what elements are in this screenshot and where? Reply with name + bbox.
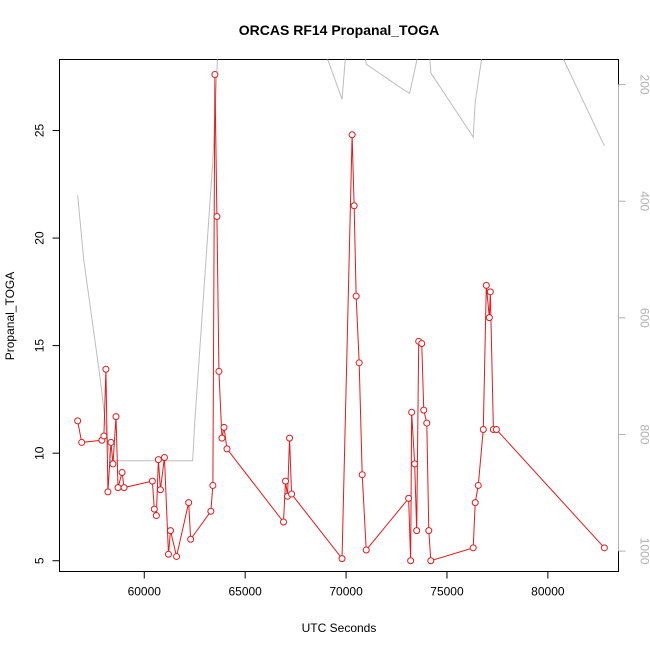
chart-title: ORCAS RF14 Propanal_TOGA <box>239 22 439 38</box>
data-point <box>358 471 366 479</box>
y-right-tick-label: 400 <box>638 191 650 211</box>
series-layer <box>74 71 608 565</box>
data-point <box>218 434 226 442</box>
data-point <box>173 552 181 560</box>
data-point <box>423 419 431 427</box>
data-point <box>474 481 482 489</box>
series-line <box>77 74 605 562</box>
data-point <box>211 71 219 79</box>
data-point <box>166 527 174 535</box>
data-point <box>209 481 217 489</box>
data-point <box>288 490 296 498</box>
y-tick-label: 25 <box>33 123 47 137</box>
data-point <box>413 527 421 535</box>
x-axis: 60000 65000 70000 75000 80000 <box>128 571 565 599</box>
y-tick-label: 5 <box>33 557 47 564</box>
data-point <box>112 413 120 421</box>
data-point <box>220 423 228 431</box>
data-point <box>148 477 156 485</box>
data-point <box>348 131 356 139</box>
data-point <box>362 546 370 554</box>
data-point <box>418 339 426 347</box>
y-right-tick-label: 600 <box>638 308 650 328</box>
reference-series-layer <box>77 59 605 462</box>
data-point <box>486 288 494 296</box>
data-point <box>350 202 358 210</box>
data-point <box>352 292 360 300</box>
y-tick-label: 20 <box>33 231 47 245</box>
data-point <box>355 359 363 367</box>
data-point <box>107 438 115 446</box>
y-tick-label: 15 <box>33 339 47 353</box>
data-point <box>118 469 126 477</box>
data-point <box>223 445 231 453</box>
data-point <box>338 555 346 563</box>
x-tick-label: 60000 <box>128 585 162 599</box>
y-axis: 5 10 15 20 25 <box>33 123 60 564</box>
data-point <box>102 365 110 373</box>
data-point <box>479 426 487 434</box>
plot-frame <box>59 59 619 572</box>
plot-area <box>59 59 619 572</box>
data-point <box>280 518 288 526</box>
x-tick-label: 70000 <box>329 585 363 599</box>
data-point <box>187 535 195 543</box>
data-point <box>213 213 221 221</box>
y-axis-right: 200 400 600 800 1000 <box>618 75 650 565</box>
data-point <box>74 417 82 425</box>
data-point <box>78 438 86 446</box>
data-point <box>185 499 193 507</box>
data-point <box>427 557 435 565</box>
data-point <box>408 408 416 416</box>
data-point <box>411 460 419 468</box>
data-point <box>482 281 490 289</box>
y-tick-label: 10 <box>33 446 47 460</box>
data-point <box>407 557 415 565</box>
data-point <box>286 434 294 442</box>
data-point <box>471 499 479 507</box>
data-point <box>156 486 164 494</box>
data-point <box>405 494 413 502</box>
data-point <box>492 426 500 434</box>
data-point <box>207 507 215 515</box>
data-point <box>109 460 117 468</box>
y-right-tick-label: 1000 <box>638 538 650 565</box>
data-point <box>215 367 223 375</box>
data-point <box>425 527 433 535</box>
reference-series-line <box>77 59 605 462</box>
data-point <box>600 544 608 552</box>
x-tick-label: 65000 <box>228 585 262 599</box>
data-point <box>420 406 428 414</box>
data-point <box>160 453 168 461</box>
data-point <box>150 505 158 513</box>
data-point <box>152 512 160 520</box>
data-point <box>485 314 493 322</box>
data-point <box>282 477 290 485</box>
y-right-tick-label: 800 <box>638 424 650 444</box>
data-point <box>164 550 172 558</box>
y-axis-label: Propanal_TOGA <box>3 272 17 361</box>
data-point <box>104 488 112 496</box>
data-point <box>469 544 477 552</box>
data-point <box>100 432 108 440</box>
data-point <box>114 484 122 492</box>
data-point <box>120 484 128 492</box>
x-tick-label: 80000 <box>531 585 565 599</box>
y-right-tick-label: 200 <box>638 75 650 95</box>
x-axis-label: UTC Seconds <box>302 621 377 635</box>
data-point <box>154 456 162 464</box>
x-tick-label: 75000 <box>430 585 464 599</box>
